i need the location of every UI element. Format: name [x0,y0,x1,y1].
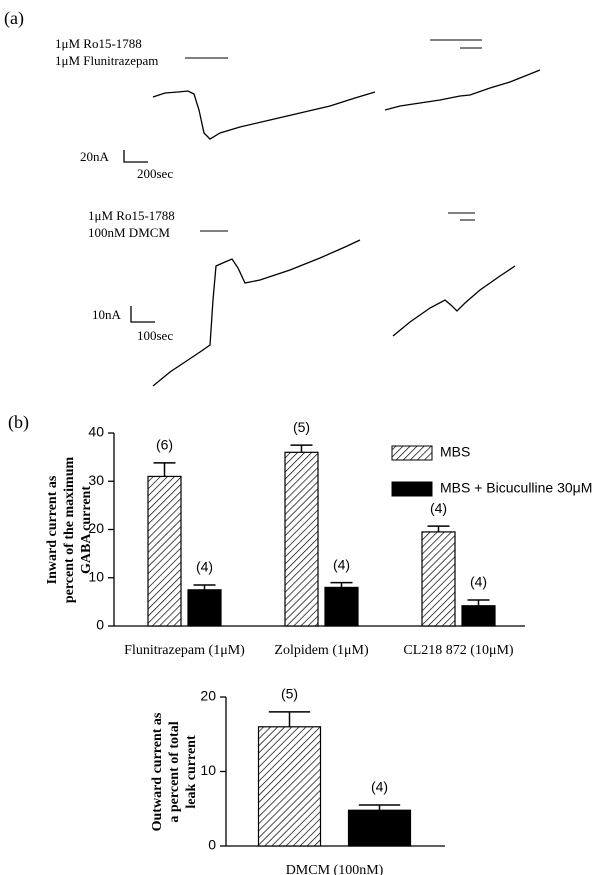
y-tick-label: 0 [208,837,216,853]
error-bar [153,462,176,477]
legend-swatch [391,481,433,497]
trace [152,90,376,140]
drug-label: 100nM DMCM [88,225,170,240]
bar [421,531,456,627]
error-bar [467,599,490,606]
n-label: (4) [371,779,388,795]
error-bar [193,584,216,590]
n-label: (4) [430,500,447,516]
panel-label: (a) [4,8,24,29]
scale-label: 200sec [137,166,173,181]
bar [461,605,496,627]
scale-label: 10nA [92,307,122,322]
bar [257,726,322,847]
y-axis-label: percent of the maximum [62,457,77,604]
bar [147,475,182,627]
x-tick-label: Zolpidem (1μM) [274,643,369,658]
y-tick-label: 0 [96,617,104,633]
x-tick-label: CL218 872 (10μM) [403,643,514,658]
scale-bar [130,306,155,323]
legend-label: MBS [440,444,470,460]
bar [324,586,359,627]
error-bar [268,711,311,727]
error-bar [290,444,313,453]
y-tick-label: 20 [200,688,216,704]
trace [384,69,541,111]
x-tick-label: Flunitrazepam (1μM) [124,643,245,658]
legend-swatch [391,445,433,461]
drug-label: 1μM Flunitrazepam [55,53,158,68]
x-tick-label: DMCM (100nM) [286,863,384,875]
y-tick-label: 10 [200,762,216,778]
bar [284,451,319,627]
n-label: (5) [281,686,298,702]
y-tick-label: 20 [88,520,104,536]
y-axis-label: GABA current [79,486,94,574]
n-label: (5) [293,419,310,435]
y-axis-label: leak current [184,735,199,809]
y-tick-label: 10 [88,568,104,584]
error-bar [358,804,401,811]
error-bar [427,525,450,532]
drug-label: 1μM Ro15-1788 [55,36,142,51]
scale-bar [123,150,148,163]
panel-label: (b) [8,412,29,433]
y-axis-label: Outward current as [150,712,165,831]
trace [152,239,361,387]
trace [392,265,516,337]
bar [347,809,412,847]
y-axis-label: Inward current as [45,475,60,584]
n-label: (4) [333,556,350,572]
legend-label: MBS + Bicuculline 30μM [440,480,592,496]
y-tick-label: 40 [88,424,104,440]
error-bar [330,581,353,588]
scale-label: 20nA [80,149,110,164]
n-label: (4) [470,574,487,590]
scale-label: 100sec [137,328,173,343]
drug-label: 1μM Ro15-1788 [88,208,175,223]
y-axis-label: a percent of total [167,721,182,822]
bar [187,589,222,627]
n-label: (4) [196,559,213,575]
y-tick-label: 30 [88,472,104,488]
n-label: (6) [156,437,173,453]
